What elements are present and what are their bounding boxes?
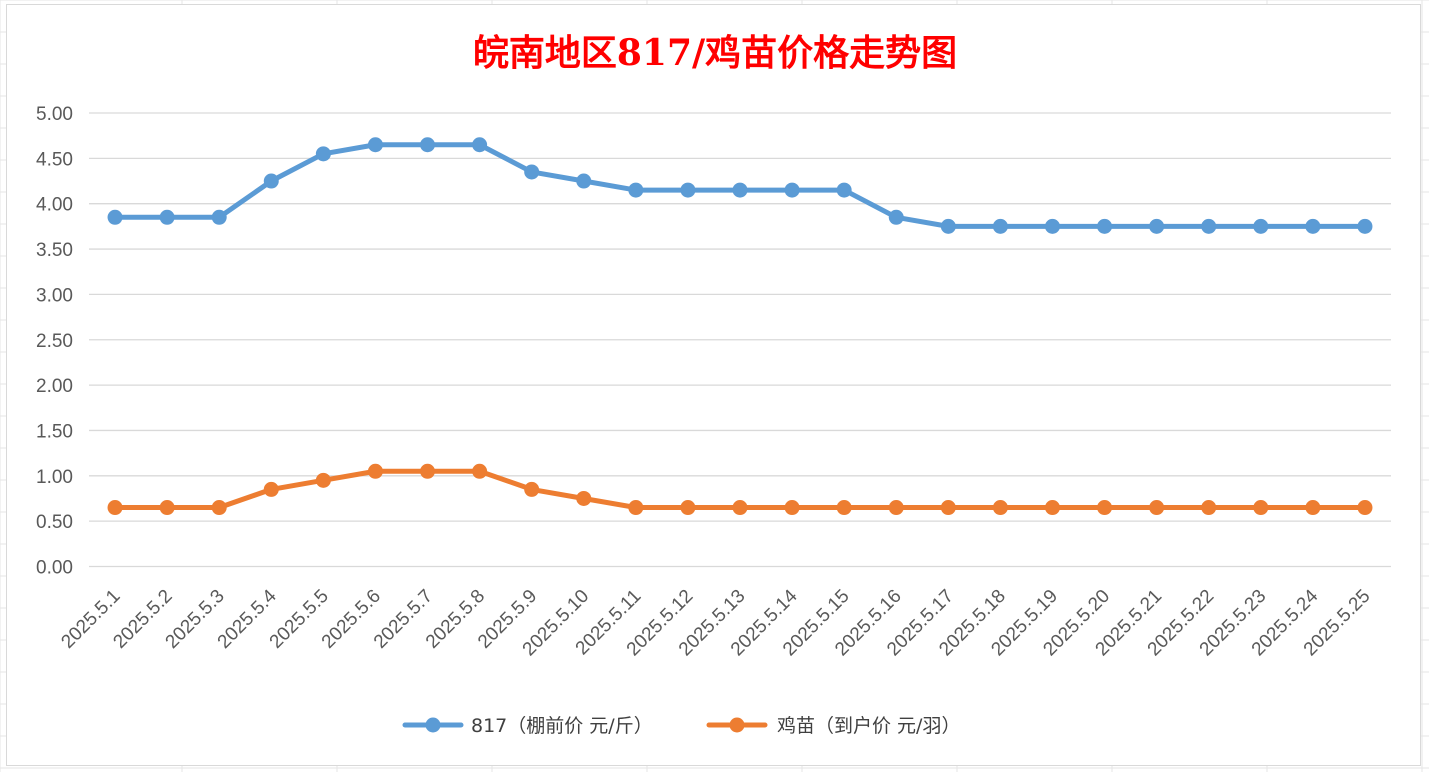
data-point[interactable]	[1357, 218, 1373, 234]
data-point[interactable]	[628, 182, 644, 198]
data-point[interactable]	[263, 173, 279, 189]
data-point[interactable]	[784, 182, 800, 198]
data-point[interactable]	[420, 137, 436, 153]
data-point[interactable]	[107, 500, 123, 516]
data-point[interactable]	[732, 182, 748, 198]
data-point[interactable]	[1201, 500, 1217, 516]
data-point[interactable]	[1253, 218, 1269, 234]
data-point[interactable]	[732, 500, 748, 516]
data-point[interactable]	[940, 218, 956, 234]
data-point[interactable]	[367, 137, 383, 153]
data-point[interactable]	[940, 500, 956, 516]
gridlines	[89, 112, 1391, 568]
data-point[interactable]	[784, 500, 800, 516]
data-point[interactable]	[524, 164, 540, 180]
data-point[interactable]	[472, 463, 488, 479]
data-point[interactable]	[211, 209, 227, 225]
legend-swatch-marker	[425, 717, 441, 733]
data-point[interactable]	[1305, 218, 1321, 234]
data-point[interactable]	[159, 209, 175, 225]
y-tick-label: 3.50	[36, 240, 73, 261]
data-point[interactable]	[107, 209, 123, 225]
data-point[interactable]	[992, 500, 1008, 516]
data-point[interactable]	[1305, 500, 1321, 516]
data-point[interactable]	[836, 500, 852, 516]
y-tick-label: 2.00	[36, 376, 73, 397]
data-point[interactable]	[1357, 500, 1373, 516]
y-tick-label: 1.50	[36, 421, 73, 442]
data-point[interactable]	[836, 182, 852, 198]
data-point[interactable]	[888, 209, 904, 225]
legend-item[interactable]: 鸡苗（到户价 元/羽）	[706, 715, 960, 737]
data-point[interactable]	[576, 173, 592, 189]
legend-label: 817（棚前价 元/斤）	[471, 715, 653, 737]
data-point[interactable]	[1253, 500, 1269, 516]
data-point[interactable]	[1097, 218, 1113, 234]
x-axis-ticks: 2025.5.12025.5.22025.5.32025.5.42025.5.5…	[57, 585, 1374, 660]
data-point[interactable]	[263, 481, 279, 497]
data-point[interactable]	[1149, 218, 1165, 234]
data-point[interactable]	[367, 463, 383, 479]
y-tick-label: 3.00	[36, 285, 73, 306]
series-layer	[107, 137, 1373, 516]
data-point[interactable]	[315, 472, 331, 488]
chart-area[interactable]: 皖南地区817/鸡苗价格走势图 0.00 0.50 1.00 1.50 2.00 2.50…	[6, 4, 1421, 766]
y-tick-label: 4.50	[36, 149, 73, 170]
data-point[interactable]	[992, 218, 1008, 234]
data-point[interactable]	[159, 500, 175, 516]
y-tick-label: 4.00	[36, 195, 73, 216]
data-point[interactable]	[680, 182, 696, 198]
data-point[interactable]	[524, 481, 540, 497]
data-point[interactable]	[420, 463, 436, 479]
data-point[interactable]	[576, 490, 592, 506]
data-point[interactable]	[888, 500, 904, 516]
data-point[interactable]	[1149, 500, 1165, 516]
legend-swatch-marker	[729, 717, 745, 733]
data-point[interactable]	[1044, 500, 1060, 516]
y-tick-label: 1.00	[36, 467, 73, 488]
legend-label: 鸡苗（到户价 元/羽）	[777, 715, 960, 737]
legend[interactable]: 817（棚前价 元/斤） 鸡苗（到户价 元/羽）	[402, 715, 960, 737]
data-point[interactable]	[1097, 500, 1113, 516]
chart-title: 皖南地区817/鸡苗价格走势图	[473, 32, 957, 74]
series-817	[107, 137, 1373, 234]
data-point[interactable]	[315, 146, 331, 162]
data-point[interactable]	[211, 500, 227, 516]
series-chick	[107, 463, 1373, 516]
y-tick-label: 5.00	[36, 104, 73, 125]
data-point[interactable]	[1201, 218, 1217, 234]
y-tick-label: 0.00	[36, 558, 73, 579]
line-chart: 皖南地区817/鸡苗价格走势图 0.00 0.50 1.00 1.50 2.00 2.50…	[36, 32, 1391, 737]
data-point[interactable]	[628, 500, 644, 516]
legend-item[interactable]: 817（棚前价 元/斤）	[402, 715, 653, 737]
data-point[interactable]	[472, 137, 488, 153]
y-axis-ticks: 0.00 0.50 1.00 1.50 2.00 2.50 3.00 3.50 4.00 4.50…	[36, 104, 73, 579]
y-tick-label: 0.50	[36, 512, 73, 533]
data-point[interactable]	[1044, 218, 1060, 234]
data-point[interactable]	[680, 500, 696, 516]
y-tick-label: 2.50	[36, 331, 73, 352]
